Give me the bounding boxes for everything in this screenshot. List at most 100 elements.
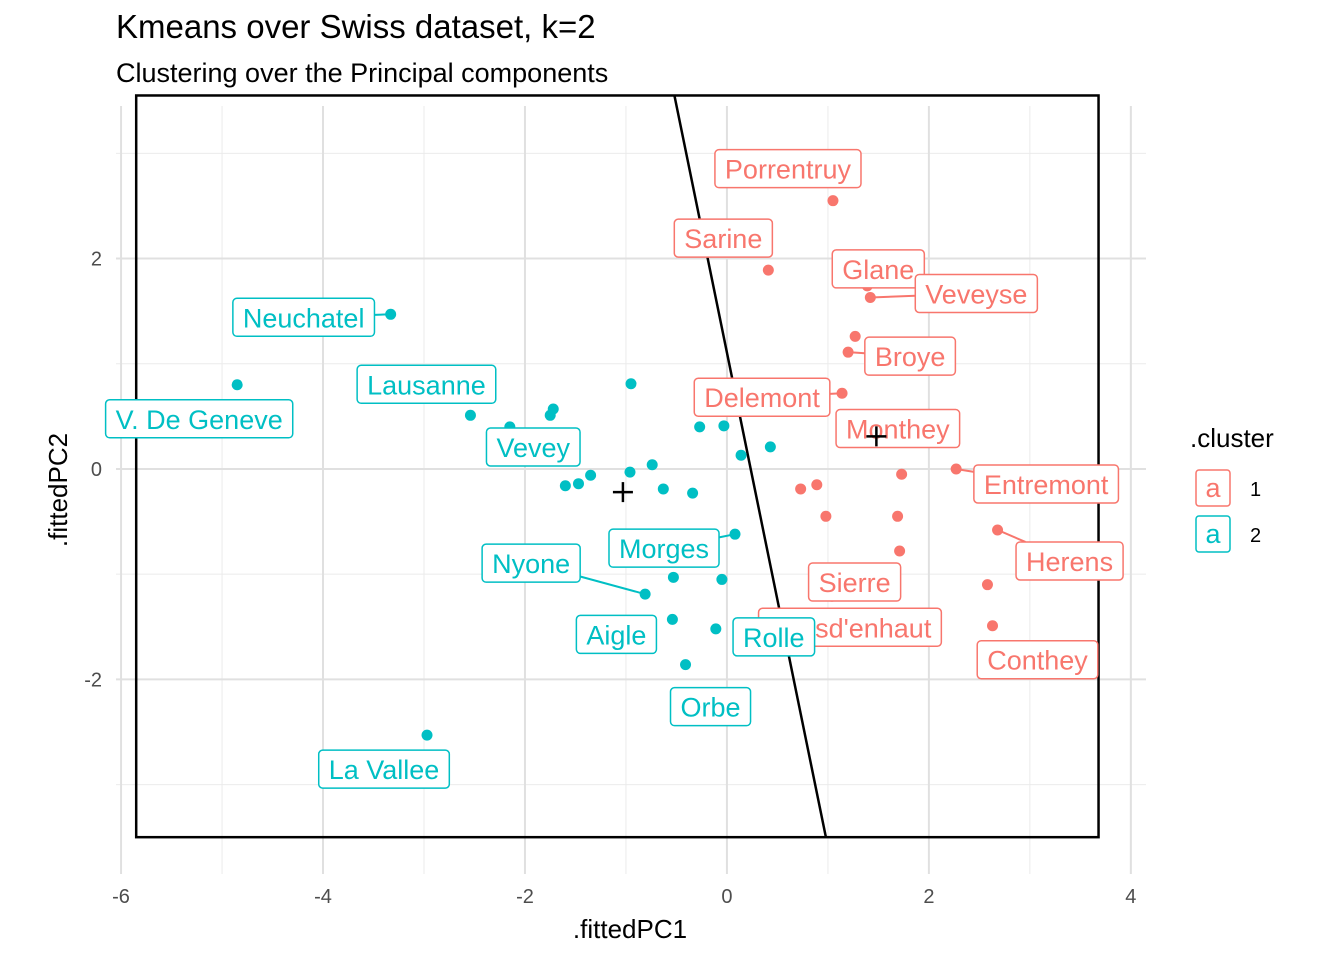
- legend-key: [1195, 469, 1231, 507]
- data-point: [849, 330, 861, 342]
- data-point: [680, 659, 692, 671]
- data-point: [987, 620, 999, 632]
- legend-key-glyph: a: [1205, 519, 1221, 549]
- point-label-leader: [870, 294, 916, 299]
- data-point: [716, 573, 728, 585]
- data-point: [795, 483, 807, 495]
- point-label-text: Orbe: [681, 693, 741, 723]
- point-label: Delemont: [693, 377, 843, 417]
- point-label-leader: [579, 575, 646, 596]
- point-label-box: [693, 377, 831, 417]
- legend-key-glyph: a: [1205, 473, 1221, 503]
- point-label-box: [714, 148, 862, 189]
- point-label-leader: [374, 313, 391, 316]
- data-point: [624, 466, 636, 478]
- point-label-text: Vevey: [496, 433, 570, 463]
- point-label: Sarine: [673, 218, 774, 258]
- point-label: Herens: [997, 529, 1124, 581]
- point-label-text: Porrentruy: [725, 155, 852, 185]
- point-label-text: V. De Geneve: [116, 405, 283, 435]
- x-tick-label: 0: [721, 886, 732, 908]
- point-label: Vevey: [485, 427, 581, 467]
- x-tick-label: 4: [1125, 886, 1136, 908]
- chart-subtitle: Clustering over the Principal components: [116, 58, 609, 88]
- point-label-box: [608, 528, 720, 568]
- point-label-box: [481, 543, 581, 583]
- point-label-box: [835, 408, 961, 449]
- data-point: [572, 478, 584, 490]
- point-label-text: Sarine: [684, 224, 762, 254]
- data-point: [646, 459, 658, 471]
- x-tick-label: -4: [314, 886, 332, 908]
- data-point: [666, 613, 678, 625]
- point-label-text: Monthey: [846, 415, 950, 445]
- data-point: [231, 379, 243, 391]
- data-point: [764, 441, 776, 453]
- point-label: V. De Geneve: [104, 399, 294, 439]
- point-label: Neuchatel: [232, 297, 391, 338]
- point-label-box: [104, 399, 294, 439]
- point-label: Glane: [831, 249, 926, 289]
- point-label-text: Sierre: [819, 568, 891, 598]
- data-point: [585, 469, 597, 481]
- point-label-text: Aigle: [586, 620, 646, 650]
- data-point: [811, 479, 823, 491]
- point-label: Entremont: [955, 464, 1120, 504]
- legend-title: .cluster: [1190, 423, 1274, 453]
- point-label-text: Veveyse: [925, 279, 1027, 309]
- point-label-box: [864, 336, 957, 376]
- point-label-text: Neuchatel: [243, 303, 365, 333]
- point-label-leader: [997, 529, 1026, 543]
- data-point: [827, 195, 839, 207]
- point-label-leader: [848, 351, 865, 355]
- point-label-box: [669, 686, 752, 727]
- point-label-box: [831, 249, 926, 289]
- point-label: Monthey: [835, 408, 961, 449]
- point-label-text: Conthey: [987, 646, 1088, 676]
- data-point: [981, 579, 993, 591]
- point-label-text: Entremont: [984, 470, 1109, 500]
- y-tick-label: 2: [91, 249, 102, 271]
- data-point: [735, 449, 747, 461]
- point-label-text: Broye: [875, 342, 946, 372]
- x-tick-label: 2: [923, 886, 934, 908]
- point-label-text: Nyone: [492, 549, 570, 579]
- axis-ticks: -6 -4 -2 0 2 4 -2 0 2: [84, 249, 1136, 908]
- y-tick-label: 0: [91, 459, 102, 481]
- point-label-text: Lausanne: [367, 370, 486, 400]
- point-label-text: Morges: [619, 534, 709, 564]
- point-label: Orbe: [669, 686, 752, 727]
- centroid-marker: [612, 482, 633, 503]
- data-point: [718, 420, 730, 432]
- point-label-text: Glane: [842, 255, 914, 285]
- x-tick-label: -6: [112, 886, 130, 908]
- point-label-box: [356, 364, 497, 405]
- point-label-text: Herens: [1026, 547, 1113, 577]
- point-label-box: [673, 218, 774, 258]
- legend-key: [1195, 515, 1231, 553]
- y-axis-title: .fittedPC2: [43, 433, 73, 547]
- point-label-text: La Vallee: [329, 755, 440, 785]
- data-point: [667, 571, 679, 583]
- point-label-leader: [829, 392, 843, 395]
- data-point: [547, 403, 559, 415]
- point-label-box: [807, 562, 902, 602]
- point-label: Conthey: [976, 639, 1099, 680]
- data-point: [464, 409, 476, 421]
- point-label-text: Delemont: [704, 383, 820, 413]
- data-point: [820, 510, 832, 522]
- point-label: Lausanne: [356, 364, 497, 405]
- point-label-box: [232, 297, 376, 338]
- point-label-box: [317, 749, 451, 789]
- point-label: Nyone: [481, 543, 646, 596]
- point-label-leader: [718, 533, 736, 539]
- data-point: [421, 729, 433, 741]
- data-point: [559, 480, 571, 492]
- point-label-box: [976, 639, 1099, 680]
- data-point: [687, 487, 699, 499]
- x-tick-label: -2: [516, 886, 534, 908]
- grid-minor: [116, 106, 1146, 874]
- point-label: Morges: [608, 528, 736, 568]
- data-point: [896, 468, 908, 480]
